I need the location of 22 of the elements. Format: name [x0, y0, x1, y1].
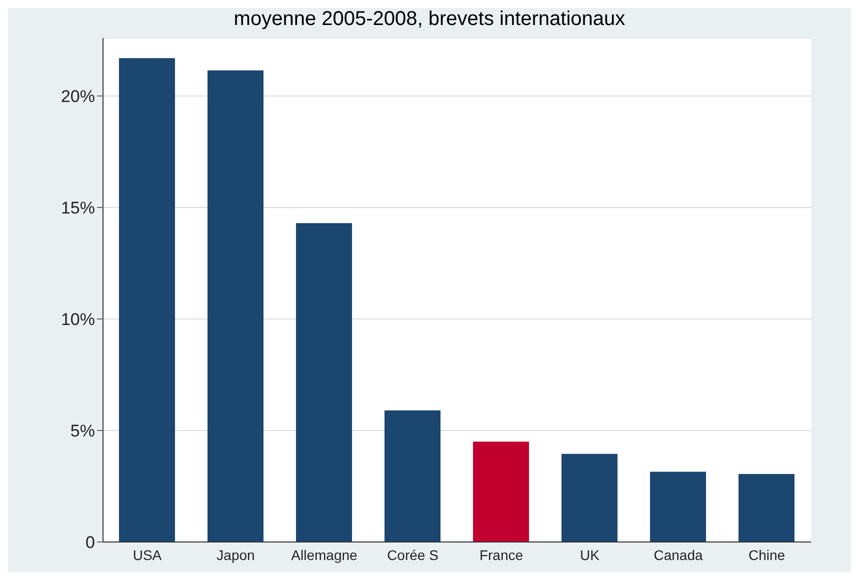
- bar: [473, 442, 529, 542]
- bar: [119, 58, 175, 542]
- chart-title: moyenne 2005-2008, brevets internationaux: [232, 8, 626, 31]
- y-tick-label: 0: [86, 533, 95, 552]
- bar: [650, 472, 706, 542]
- bar: [384, 410, 440, 542]
- y-tick-label: 15%: [60, 198, 95, 218]
- x-tick-label: Japon: [216, 546, 255, 563]
- x-tick-label: Corée S: [387, 546, 438, 563]
- x-tick-label: UK: [580, 546, 600, 563]
- y-tick-label: 5%: [70, 422, 95, 441]
- x-tick-label: France: [479, 546, 524, 563]
- y-tick-label: 10%: [60, 310, 95, 330]
- bar: [296, 223, 352, 542]
- x-tick-label: Allemagne: [291, 546, 358, 563]
- x-tick-label: Chine: [748, 546, 786, 563]
- bar: [738, 474, 794, 542]
- y-tick-label: 20%: [60, 87, 95, 106]
- bar: [208, 70, 264, 542]
- x-tick-label: USA: [132, 546, 162, 563]
- x-tick-label: Canada: [654, 546, 703, 563]
- bar: [562, 454, 618, 542]
